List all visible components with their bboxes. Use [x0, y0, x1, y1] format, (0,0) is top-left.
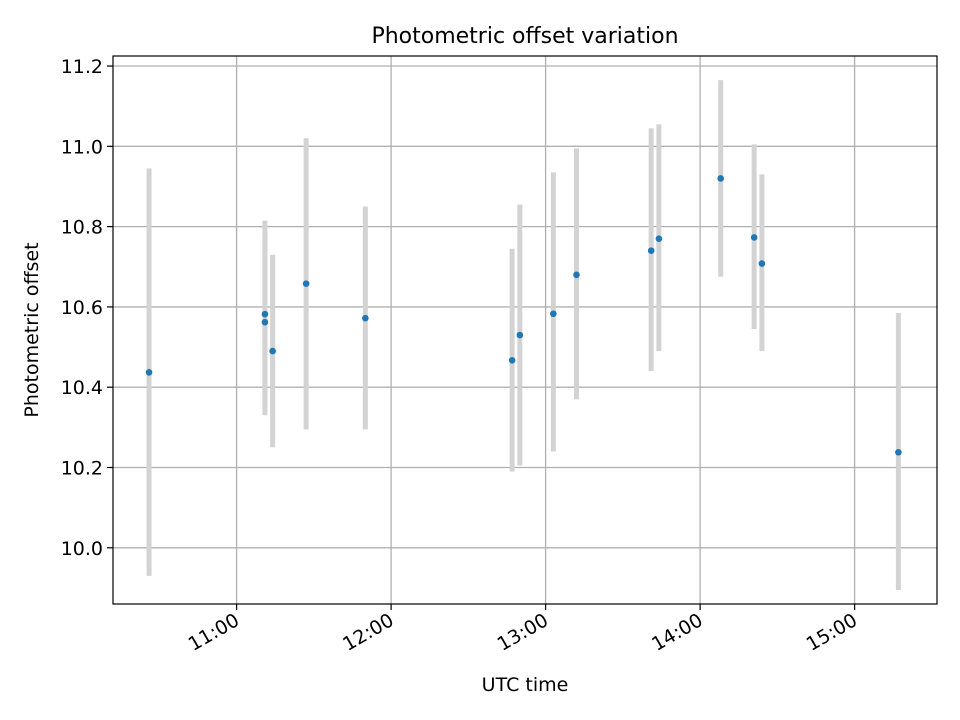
data-point: [269, 347, 276, 355]
data-points: [145, 175, 902, 456]
data-point: [717, 175, 724, 182]
data-point: [508, 357, 516, 364]
data-point: [647, 247, 655, 255]
y-tick-label: 10.2: [61, 458, 103, 480]
y-tick-label: 10.4: [61, 377, 103, 399]
y-axis-title: Photometric offset: [21, 242, 43, 417]
data-point: [261, 318, 269, 326]
y-tick-label: 10.6: [61, 297, 103, 319]
y-tick-label: 10.0: [61, 538, 103, 560]
data-point: [145, 369, 153, 376]
data-point: [362, 314, 369, 322]
data-point: [261, 310, 269, 318]
y-axis: 10.0 10.2 10.4 10.6 10.8 11.0 11.2: [61, 56, 113, 560]
data-point: [758, 260, 766, 267]
grid: [113, 56, 937, 604]
chart-title: Photometric offset variation: [371, 24, 678, 49]
y-tick-label: 10.8: [61, 217, 103, 239]
y-tick-label: 11.2: [61, 56, 103, 78]
data-point: [302, 280, 310, 287]
y-tick-label: 11.0: [61, 136, 103, 158]
plot-frame: [112, 55, 938, 605]
data-point: [550, 310, 557, 318]
data-point: [655, 235, 663, 242]
x-axis-title: UTC time: [482, 674, 569, 696]
data-point: [750, 234, 758, 241]
data-point: [895, 448, 902, 456]
data-point: [516, 331, 524, 339]
data-point: [573, 271, 580, 279]
